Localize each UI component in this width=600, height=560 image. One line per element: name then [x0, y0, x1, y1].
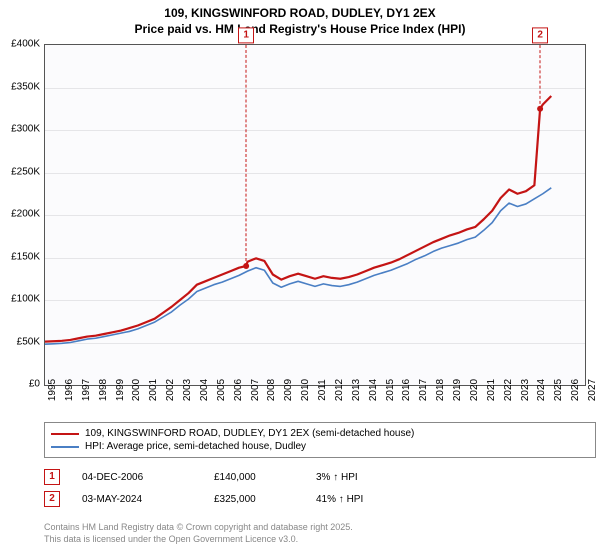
title-line-2: Price paid vs. HM Land Registry's House … — [0, 22, 600, 38]
credits-line-2: This data is licensed under the Open Gov… — [44, 534, 353, 546]
chart-plot-area: 12 — [44, 44, 586, 386]
x-tick-label: 2023 — [520, 379, 531, 401]
x-tick-label: 2011 — [317, 379, 328, 401]
sales-price: £325,000 — [214, 494, 294, 505]
x-axis-ticks: 1995199619971998199920002001200220032004… — [44, 388, 584, 424]
legend-swatch — [51, 433, 79, 435]
credits-line-1: Contains HM Land Registry data © Crown c… — [44, 522, 353, 534]
x-tick-label: 1996 — [64, 379, 75, 401]
x-tick-label: 2019 — [452, 379, 463, 401]
sales-pct: 3% ↑ HPI — [316, 472, 406, 483]
x-tick-label: 1997 — [81, 379, 92, 401]
x-tick-label: 2016 — [401, 379, 412, 401]
sales-num-box: 2 — [44, 491, 60, 507]
y-tick-label: £200K — [0, 209, 40, 220]
sales-num-box: 1 — [44, 469, 60, 485]
legend-label: HPI: Average price, semi-detached house,… — [85, 441, 306, 452]
x-tick-label: 2007 — [250, 379, 261, 401]
x-tick-label: 2000 — [131, 379, 142, 401]
y-tick-label: £0 — [0, 379, 40, 390]
legend-item: HPI: Average price, semi-detached house,… — [51, 440, 589, 453]
series-price_paid — [45, 96, 551, 342]
x-tick-label: 2008 — [266, 379, 277, 401]
legend-label: 109, KINGSWINFORD ROAD, DUDLEY, DY1 2EX … — [85, 428, 414, 439]
y-tick-label: £100K — [0, 294, 40, 305]
title-line-1: 109, KINGSWINFORD ROAD, DUDLEY, DY1 2EX — [0, 6, 600, 22]
x-tick-label: 2006 — [233, 379, 244, 401]
x-tick-label: 2026 — [570, 379, 581, 401]
legend-item: 109, KINGSWINFORD ROAD, DUDLEY, DY1 2EX … — [51, 427, 589, 440]
x-tick-label: 2017 — [418, 379, 429, 401]
x-tick-label: 2027 — [587, 379, 598, 401]
x-tick-label: 2013 — [351, 379, 362, 401]
x-tick-label: 2022 — [503, 379, 514, 401]
x-tick-label: 1999 — [115, 379, 126, 401]
sales-table: 1 04-DEC-2006 £140,000 3% ↑ HPI 2 03-MAY-2024… — [44, 466, 406, 510]
x-tick-label: 2010 — [300, 379, 311, 401]
x-tick-label: 1998 — [98, 379, 109, 401]
x-tick-label: 2001 — [148, 379, 159, 401]
x-tick-label: 2020 — [469, 379, 480, 401]
x-tick-label: 2018 — [435, 379, 446, 401]
sale-marker-line — [540, 45, 541, 109]
x-tick-label: 1995 — [47, 379, 58, 401]
x-tick-label: 2014 — [368, 379, 379, 401]
sales-pct: 41% ↑ HPI — [316, 494, 406, 505]
y-tick-label: £400K — [0, 39, 40, 50]
x-tick-label: 2002 — [165, 379, 176, 401]
chart-lines — [45, 45, 585, 385]
x-tick-label: 2005 — [216, 379, 227, 401]
sale-marker-box: 2 — [532, 27, 548, 43]
legend-swatch — [51, 446, 79, 448]
x-tick-label: 2015 — [385, 379, 396, 401]
x-tick-label: 2009 — [283, 379, 294, 401]
x-tick-label: 2025 — [553, 379, 564, 401]
x-tick-label: 2004 — [199, 379, 210, 401]
sale-marker-box: 1 — [238, 27, 254, 43]
y-tick-label: £150K — [0, 251, 40, 262]
x-tick-label: 2003 — [182, 379, 193, 401]
sale-marker-line — [246, 45, 247, 266]
credits: Contains HM Land Registry data © Crown c… — [44, 522, 353, 545]
sales-date: 04-DEC-2006 — [82, 472, 192, 483]
x-tick-label: 2024 — [536, 379, 547, 401]
y-tick-label: £300K — [0, 124, 40, 135]
sales-row: 2 03-MAY-2024 £325,000 41% ↑ HPI — [44, 488, 406, 510]
x-tick-label: 2012 — [334, 379, 345, 401]
y-tick-label: £250K — [0, 166, 40, 177]
y-tick-label: £350K — [0, 81, 40, 92]
sales-price: £140,000 — [214, 472, 294, 483]
legend: 109, KINGSWINFORD ROAD, DUDLEY, DY1 2EX … — [44, 422, 596, 458]
chart-title: 109, KINGSWINFORD ROAD, DUDLEY, DY1 2EX … — [0, 0, 600, 37]
sales-row: 1 04-DEC-2006 £140,000 3% ↑ HPI — [44, 466, 406, 488]
series-hpi — [45, 188, 551, 344]
y-tick-label: £50K — [0, 336, 40, 347]
x-tick-label: 2021 — [486, 379, 497, 401]
sales-date: 03-MAY-2024 — [82, 494, 192, 505]
